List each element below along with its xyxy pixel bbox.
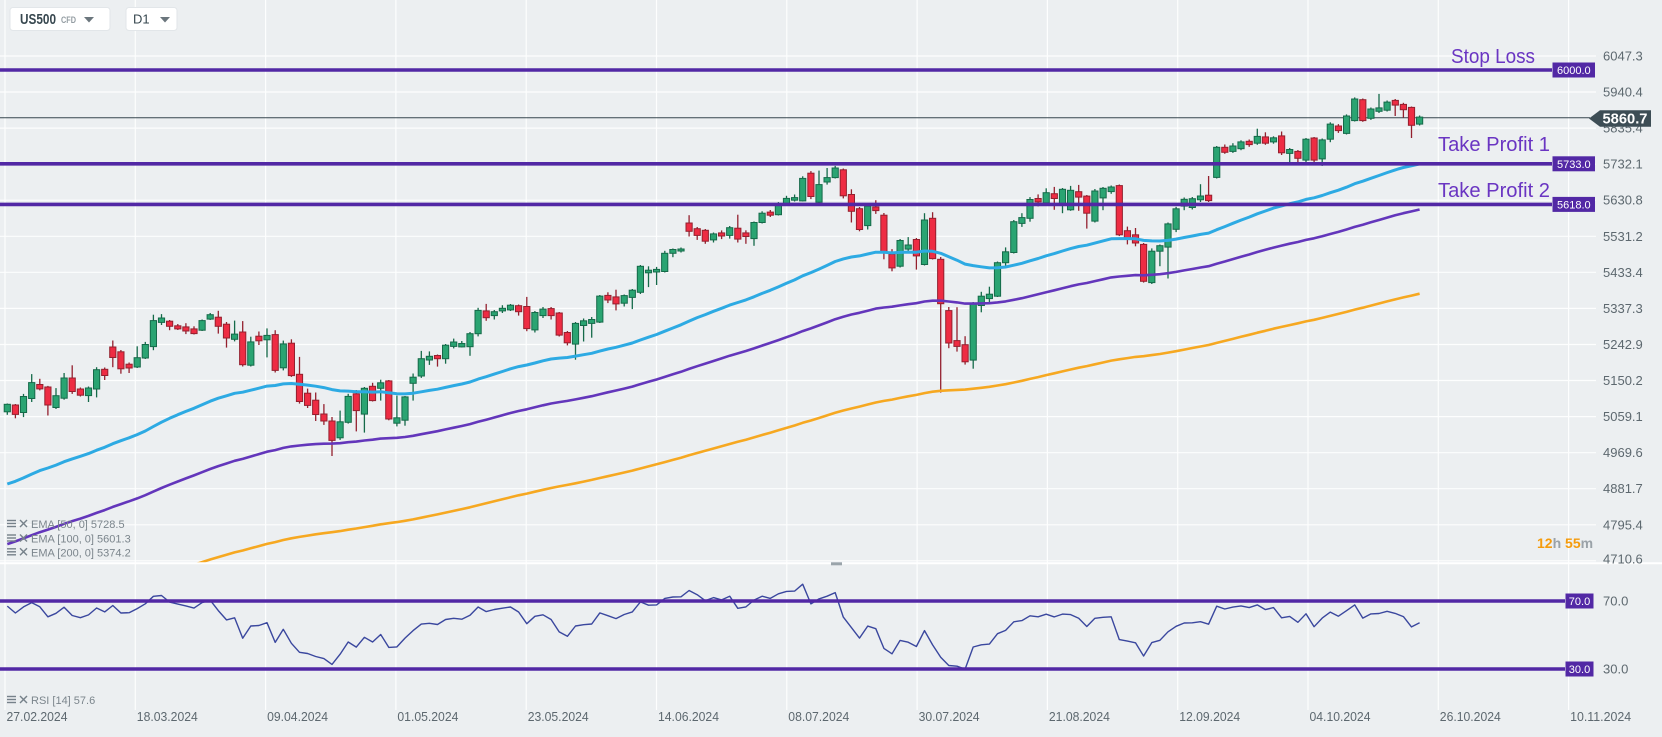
svg-text:4881.7: 4881.7 xyxy=(1603,481,1643,496)
svg-text:10.11.2024: 10.11.2024 xyxy=(1570,709,1631,724)
svg-text:5531.2: 5531.2 xyxy=(1603,229,1643,244)
svg-text:27.02.2024: 27.02.2024 xyxy=(7,709,68,724)
svg-text:5860.7: 5860.7 xyxy=(1603,111,1648,127)
svg-text:5059.1: 5059.1 xyxy=(1603,409,1643,424)
svg-text:23.05.2024: 23.05.2024 xyxy=(528,709,589,724)
svg-text:EMA [50, 0] 5728.5: EMA [50, 0] 5728.5 xyxy=(31,519,125,531)
svg-text:CFD: CFD xyxy=(61,15,76,26)
svg-text:4969.6: 4969.6 xyxy=(1603,445,1643,460)
svg-text:5618.0: 5618.0 xyxy=(1557,199,1591,211)
svg-text:6047.3: 6047.3 xyxy=(1603,49,1643,64)
svg-text:6000.0: 6000.0 xyxy=(1557,65,1591,77)
svg-text:14.06.2024: 14.06.2024 xyxy=(658,709,719,724)
svg-text:5150.2: 5150.2 xyxy=(1603,373,1643,388)
svg-text:4710.6: 4710.6 xyxy=(1603,551,1643,566)
svg-text:EMA [200, 0] 5374.2: EMA [200, 0] 5374.2 xyxy=(31,547,131,559)
svg-text:5630.8: 5630.8 xyxy=(1603,193,1643,208)
svg-text:12h 55m: 12h 55m xyxy=(1537,535,1593,551)
svg-text:5433.4: 5433.4 xyxy=(1603,265,1643,280)
svg-text:21.08.2024: 21.08.2024 xyxy=(1049,709,1110,724)
svg-text:Take Profit 1: Take Profit 1 xyxy=(1438,133,1550,156)
svg-text:5242.9: 5242.9 xyxy=(1603,337,1643,352)
svg-text:5337.3: 5337.3 xyxy=(1603,301,1643,316)
svg-text:70.0: 70.0 xyxy=(1603,594,1628,609)
svg-text:30.0: 30.0 xyxy=(1569,664,1590,676)
svg-text:US500: US500 xyxy=(20,11,56,28)
svg-text:12.09.2024: 12.09.2024 xyxy=(1179,709,1240,724)
svg-text:Stop Loss: Stop Loss xyxy=(1451,45,1535,68)
svg-text:26.10.2024: 26.10.2024 xyxy=(1440,709,1501,724)
svg-text:EMA [100, 0] 5601.3: EMA [100, 0] 5601.3 xyxy=(31,534,131,546)
svg-text:30.07.2024: 30.07.2024 xyxy=(919,709,980,724)
svg-text:5732.1: 5732.1 xyxy=(1603,157,1643,172)
svg-text:D1: D1 xyxy=(133,12,150,27)
svg-text:01.05.2024: 01.05.2024 xyxy=(397,709,458,724)
svg-text:5733.0: 5733.0 xyxy=(1557,159,1591,171)
svg-text:30.0: 30.0 xyxy=(1603,662,1628,677)
svg-text:09.04.2024: 09.04.2024 xyxy=(267,709,328,724)
svg-text:08.07.2024: 08.07.2024 xyxy=(788,709,849,724)
svg-text:70.0: 70.0 xyxy=(1569,596,1590,608)
svg-text:Take Profit 2: Take Profit 2 xyxy=(1438,179,1550,202)
svg-text:5940.4: 5940.4 xyxy=(1603,85,1643,100)
svg-text:18.03.2024: 18.03.2024 xyxy=(137,709,198,724)
svg-text:RSI [14] 57.6: RSI [14] 57.6 xyxy=(31,695,95,707)
svg-text:04.10.2024: 04.10.2024 xyxy=(1310,709,1371,724)
svg-text:4795.4: 4795.4 xyxy=(1603,517,1643,532)
